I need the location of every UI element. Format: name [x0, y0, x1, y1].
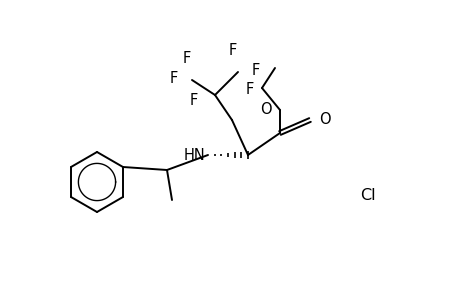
Text: F: F	[190, 93, 198, 108]
Text: HN: HN	[183, 148, 205, 163]
Text: F: F	[229, 43, 236, 58]
Text: F: F	[183, 51, 190, 66]
Text: F: F	[169, 70, 178, 86]
Text: O: O	[318, 112, 330, 128]
Text: Cl: Cl	[359, 188, 375, 202]
Text: F: F	[246, 82, 254, 97]
Text: O: O	[260, 103, 271, 118]
Text: F: F	[252, 62, 260, 77]
